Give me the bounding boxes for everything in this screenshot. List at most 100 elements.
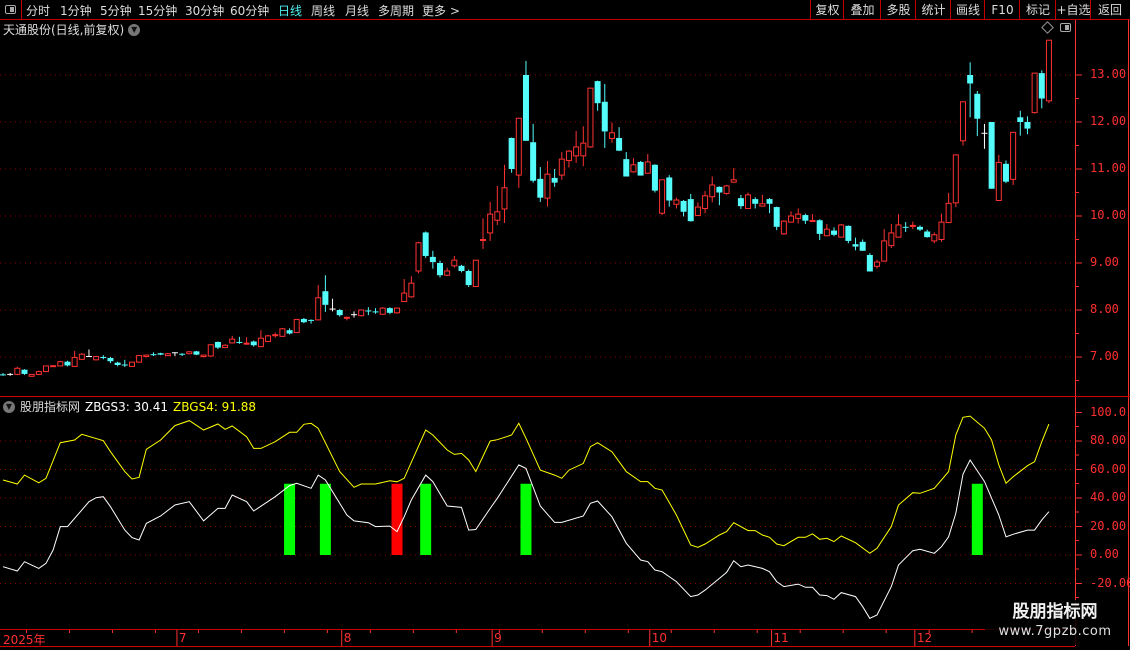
watermark-name: 股朋指标网 xyxy=(1012,602,1098,622)
candle-body-down xyxy=(286,330,293,334)
candle-body-down xyxy=(522,75,529,141)
toolbar-button-2[interactable]: 多股 xyxy=(880,0,916,19)
indicator-tick-label: -20.00 xyxy=(1090,575,1130,590)
candle-body-up xyxy=(515,117,522,176)
toolbar-button-6[interactable]: 标记 xyxy=(1019,0,1056,19)
candle-body-down xyxy=(508,137,515,169)
period-tab-10[interactable]: 更多 > xyxy=(422,4,460,18)
candle-body-down xyxy=(250,341,257,346)
period-tab-1[interactable]: 1分钟 xyxy=(60,4,92,18)
toolbar-button-8[interactable]: 返回 xyxy=(1090,0,1129,19)
toolbar-button-5[interactable]: F10 xyxy=(984,0,1020,19)
candle-body-up xyxy=(780,220,787,235)
toolbar-button-4[interactable]: 画线 xyxy=(950,0,985,19)
candle-body-up xyxy=(959,101,966,142)
candle-body-down xyxy=(365,310,372,312)
candle-body-up xyxy=(42,365,49,373)
candle-body-up xyxy=(71,356,78,367)
sidebar-toggle-button[interactable] xyxy=(0,0,22,19)
candle-body-up xyxy=(28,373,35,377)
candle-body-down xyxy=(214,341,221,348)
signal-bar-green xyxy=(420,483,432,555)
chevron-down-icon[interactable]: ▼ xyxy=(128,23,141,36)
candle-body-up xyxy=(1031,72,1038,114)
period-tab-2[interactable]: 5分钟 xyxy=(100,4,132,18)
candle-body-down xyxy=(1024,122,1031,129)
candle-body-up xyxy=(293,318,300,334)
price-tick-label: 12.00 xyxy=(1090,114,1127,128)
candle-body-up xyxy=(229,338,236,344)
candle-body-down xyxy=(0,374,6,376)
candle-body-up xyxy=(888,232,895,247)
candle-body-up xyxy=(874,261,881,267)
candle-body-up xyxy=(709,184,716,198)
candle-body-down xyxy=(458,265,465,271)
candle-body-up xyxy=(694,206,701,217)
period-tab-8[interactable]: 月线 xyxy=(345,4,370,18)
candle-body-down xyxy=(429,256,436,263)
candle-body-up xyxy=(343,316,350,319)
candle-body-up xyxy=(479,239,486,241)
candle-body-up xyxy=(909,224,916,227)
candle-body-down xyxy=(852,244,859,247)
toolbar-button-3[interactable]: 统计 xyxy=(915,0,951,19)
candle-body-up xyxy=(279,328,286,337)
signal-bar-green xyxy=(971,483,983,555)
candle-body-up xyxy=(207,344,214,357)
candle-body-down xyxy=(236,341,243,343)
candle-body-down xyxy=(601,101,608,132)
candle-body-up xyxy=(444,270,451,276)
date-tick-label: 10 xyxy=(651,631,668,645)
period-toolbar: 分时 1分钟 5分钟 15分钟 30分钟 60分钟 日线 周线 月线 多周期 更多 > 复权 叠加 多股… xyxy=(0,0,1130,20)
candle-body-up xyxy=(673,199,680,205)
candle-body-down xyxy=(716,186,723,193)
period-tab-5[interactable]: 60分钟 xyxy=(230,4,270,18)
candle-body-down xyxy=(802,215,809,221)
period-tab-4[interactable]: 30分钟 xyxy=(185,4,225,18)
stock-title-text: 天通股份(日线,前复权) xyxy=(3,23,125,37)
candle-body-up xyxy=(501,187,508,210)
candle-body-up xyxy=(164,353,171,357)
panel-toggle-icon xyxy=(5,5,16,14)
candle-body-up xyxy=(379,307,386,315)
candle-body-up xyxy=(809,219,816,222)
candle-body-down xyxy=(680,200,687,212)
candle-body-up xyxy=(50,365,57,368)
candle-body-up xyxy=(401,292,408,303)
candle-body-up xyxy=(565,150,572,162)
candle-body-up xyxy=(93,356,100,361)
candle-body-up xyxy=(35,371,42,375)
period-tab-0[interactable]: 分时 xyxy=(26,4,51,18)
candle-body-down xyxy=(1017,117,1024,122)
chevron-down-icon[interactable]: ▼ xyxy=(3,400,15,413)
price-tick-label: 10.00 xyxy=(1090,208,1127,222)
candle-body-down xyxy=(816,220,823,234)
period-tab-9[interactable]: 多周期 xyxy=(378,4,415,18)
candle-body-up xyxy=(788,215,795,223)
period-tab-3[interactable]: 15分钟 xyxy=(138,4,178,18)
period-tab-7[interactable]: 周线 xyxy=(311,4,336,18)
date-tick-label: 9 xyxy=(494,631,502,645)
candle-body-up xyxy=(659,179,666,214)
candle-body-down xyxy=(974,93,981,119)
indicator-tick-label: 100.0 xyxy=(1090,404,1127,419)
candle-body-up xyxy=(186,351,193,355)
candle-body-up xyxy=(723,185,730,194)
candle-body-down xyxy=(150,354,157,356)
series-line-zbgs4 xyxy=(2,415,1050,554)
candle-body-up xyxy=(644,161,651,174)
panel-toggle-button[interactable] xyxy=(1060,23,1071,32)
candle-body-up xyxy=(1010,131,1017,180)
toolbar-button-0[interactable]: 复权 xyxy=(810,0,844,19)
candle-body-up xyxy=(895,224,902,238)
candle-body-up xyxy=(544,173,551,199)
toolbar-button-7[interactable]: +自选 xyxy=(1055,0,1091,19)
date-tick-label: 7 xyxy=(178,631,187,645)
candle-body-down xyxy=(737,198,744,207)
candle-body-down xyxy=(1038,73,1045,99)
watermark-logo: 股朋指标网 www.7gpzb.com xyxy=(985,600,1125,645)
period-tab-6[interactable]: 日线 xyxy=(278,4,303,18)
candle-body-up xyxy=(608,132,615,139)
toolbar-button-1[interactable]: 叠加 xyxy=(843,0,881,19)
